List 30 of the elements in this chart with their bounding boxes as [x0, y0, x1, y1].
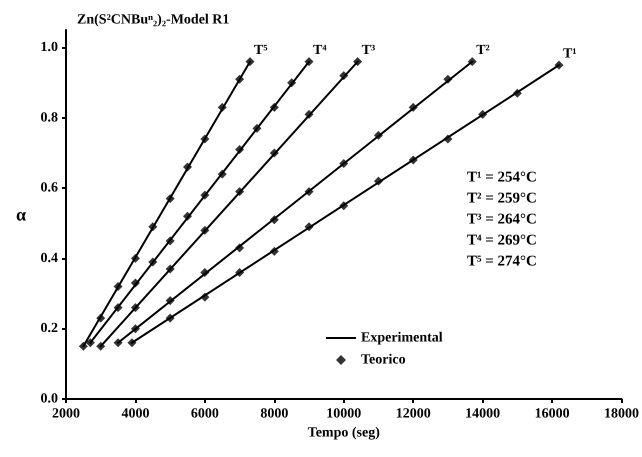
- x-tick-label: 2000: [52, 406, 80, 422]
- x-tick-label: 6000: [190, 406, 219, 422]
- x-tick-label: 16000: [534, 406, 570, 422]
- legend-label: Teorico: [361, 352, 406, 368]
- y-tick-label: 0.4: [40, 250, 58, 266]
- annotation: T⁵: [254, 43, 268, 58]
- x-tick-label: 18000: [604, 406, 639, 422]
- chart-title: Zn(S²CNBuⁿ₂)₂-Model R1: [77, 12, 230, 28]
- y-tick-label: 0.8: [40, 110, 58, 126]
- y-tick-label: 1.0: [40, 40, 58, 56]
- annotation: T²: [476, 43, 490, 58]
- annotation: T⁴: [313, 43, 328, 58]
- annotation: T⁴ = 269°C: [467, 232, 537, 248]
- annotation: T¹ = 254°C: [467, 170, 537, 186]
- x-tick-label: 12000: [396, 406, 431, 422]
- y-tick-label: 0.2: [40, 321, 58, 336]
- x-tick-label: 4000: [121, 406, 150, 422]
- y-tick-label: 0.6: [40, 180, 58, 196]
- y-axis-title: α: [16, 204, 26, 224]
- annotation: T³: [362, 43, 376, 58]
- x-axis-title: Tempo (seg): [308, 425, 380, 440]
- annotation: T⁵ = 274°C: [467, 254, 537, 270]
- x-tick-label: 14000: [465, 406, 500, 422]
- legend-label: Experimental: [361, 330, 443, 346]
- x-tick-label: 8000: [260, 406, 288, 422]
- annotation: T¹: [563, 46, 577, 62]
- annotation: T³ = 264°C: [467, 212, 537, 228]
- annotation: T² = 259°C: [467, 190, 537, 206]
- x-tick-label: 10000: [326, 406, 362, 422]
- y-tick-label: 0.0: [40, 392, 58, 406]
